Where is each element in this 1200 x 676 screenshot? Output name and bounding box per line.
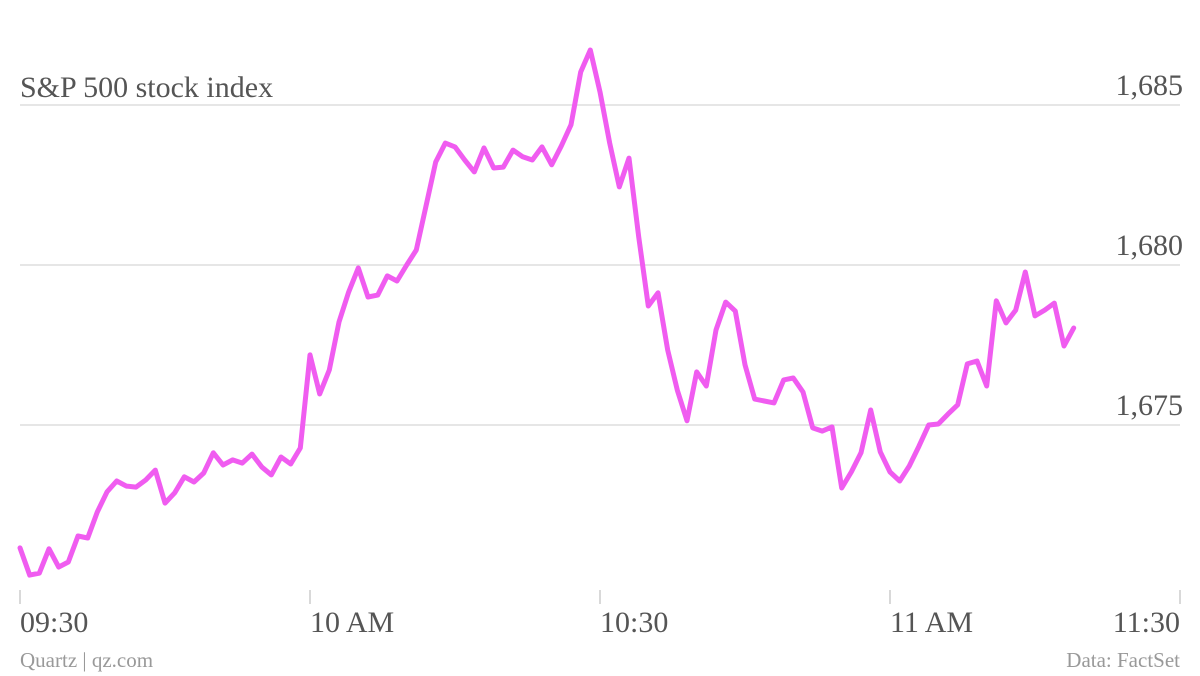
chart-title: S&P 500 stock index	[20, 71, 273, 104]
y-tick-label: 1,675	[1116, 389, 1184, 422]
source: Data: FactSet	[1066, 648, 1180, 672]
credit: Quartz | qz.com	[20, 648, 153, 672]
x-tick-label: 11 AM	[890, 606, 973, 639]
x-tick-label: 11:30	[1113, 606, 1180, 639]
y-tick-label: 1,680	[1116, 229, 1184, 262]
x-tick-label: 10 AM	[310, 606, 394, 639]
price-line	[17, 47, 1077, 578]
x-tick-label: 10:30	[600, 606, 668, 639]
y-tick-label: 1,685	[1116, 69, 1184, 102]
x-tick-label: 09:30	[20, 606, 88, 639]
